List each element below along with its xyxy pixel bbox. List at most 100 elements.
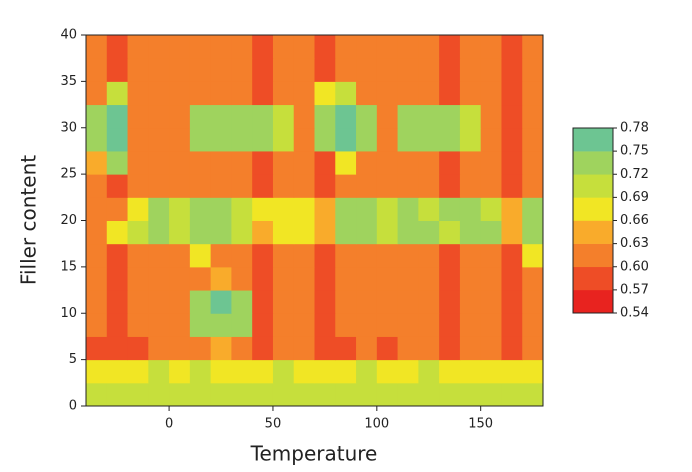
contour-cell — [418, 382, 440, 407]
contour-cell — [522, 197, 544, 221]
contour-cell — [418, 174, 440, 198]
colorbar-segment — [573, 289, 613, 314]
contour-cell — [86, 174, 108, 198]
contour-cell — [501, 290, 523, 314]
contour-cell — [314, 35, 336, 59]
contour-cell — [127, 150, 149, 175]
contour-cell — [376, 266, 399, 291]
contour-cell — [293, 290, 315, 314]
contour-cell — [459, 336, 482, 361]
contour-cell — [252, 35, 274, 59]
contour-cell — [231, 382, 253, 407]
contour-cell — [356, 150, 378, 175]
contour-cell — [210, 81, 232, 106]
contour-cell — [252, 81, 274, 106]
contour-cell — [252, 104, 274, 129]
contour-cell — [210, 174, 232, 198]
contour-cell — [501, 127, 523, 152]
contour-cell — [480, 81, 502, 106]
contour-cell — [148, 382, 170, 407]
contour-cell — [148, 197, 170, 221]
contour-cell — [106, 104, 129, 129]
x-tick-label: 0 — [165, 417, 173, 432]
contour-cell — [459, 174, 482, 198]
y-tick-label: 5 — [69, 352, 77, 367]
contour-cell — [86, 104, 108, 129]
contour-cell — [522, 243, 544, 268]
contour-cell — [148, 336, 170, 361]
contour-cell — [127, 81, 149, 106]
contour-cell — [231, 81, 253, 106]
contour-cell — [314, 290, 336, 314]
contour-cell — [272, 150, 295, 175]
contour-cell — [335, 336, 357, 361]
contour-cell — [335, 359, 357, 384]
contour-cell — [356, 382, 378, 407]
contour-cell — [480, 290, 502, 314]
contour-cell — [397, 313, 419, 337]
contour-cell — [106, 35, 129, 59]
contour-cell — [439, 220, 461, 245]
contour-cell — [418, 266, 440, 291]
contour-cell — [189, 243, 212, 268]
contour-cell — [86, 313, 108, 337]
contour-cell — [376, 35, 399, 59]
contour-cell — [480, 336, 502, 361]
contour-cell — [189, 58, 212, 82]
contour-cell — [501, 58, 523, 82]
contour-cell — [231, 35, 253, 59]
contour-cell — [272, 266, 295, 291]
contour-cell — [480, 220, 502, 245]
contour-cell — [356, 220, 378, 245]
contour-cell — [522, 81, 544, 106]
contour-cell — [480, 58, 502, 82]
contour-cell — [293, 58, 315, 82]
contour-cell — [439, 290, 461, 314]
contour-cell — [169, 290, 191, 314]
contour-cell — [293, 313, 315, 337]
contour-cell — [148, 313, 170, 337]
contour-cell — [231, 243, 253, 268]
contour-cell — [459, 35, 482, 59]
contour-cell — [293, 104, 315, 129]
contour-cell — [169, 382, 191, 407]
contour-cell — [376, 382, 399, 407]
contour-cell — [231, 58, 253, 82]
contour-cell — [252, 336, 274, 361]
contour-cell — [439, 35, 461, 59]
colorbar-tick-label: 0.63 — [620, 236, 649, 251]
contour-cell — [439, 336, 461, 361]
contour-cell — [252, 58, 274, 82]
contour-cell — [210, 336, 232, 361]
contour-cell — [231, 313, 253, 337]
contour-cell — [376, 220, 399, 245]
contour-cell — [522, 58, 544, 82]
contour-cell — [169, 150, 191, 175]
contour-cell — [231, 359, 253, 384]
contour-cell — [189, 382, 212, 407]
contour-cell — [127, 58, 149, 82]
y-tick-label: 10 — [60, 306, 77, 321]
contour-cell — [106, 197, 129, 221]
contour-cell — [293, 127, 315, 152]
contour-cell — [272, 104, 295, 129]
contour-cell — [522, 104, 544, 129]
contour-cell — [106, 174, 129, 198]
contour-cell — [127, 243, 149, 268]
contour-cell — [210, 104, 232, 129]
contour-cell — [293, 174, 315, 198]
contour-cell — [169, 336, 191, 361]
contour-cell — [189, 35, 212, 59]
contour-cell — [127, 382, 149, 407]
contour-cell — [314, 359, 336, 384]
contour-cell — [86, 359, 108, 384]
contour-cell — [459, 313, 482, 337]
contour-cell — [169, 174, 191, 198]
contour-cell — [293, 382, 315, 407]
contour-cell — [106, 290, 129, 314]
contour-cell — [501, 174, 523, 198]
contour-cell — [439, 104, 461, 129]
contour-cell — [127, 127, 149, 152]
contour-cell — [439, 313, 461, 337]
contour-cell — [376, 127, 399, 152]
